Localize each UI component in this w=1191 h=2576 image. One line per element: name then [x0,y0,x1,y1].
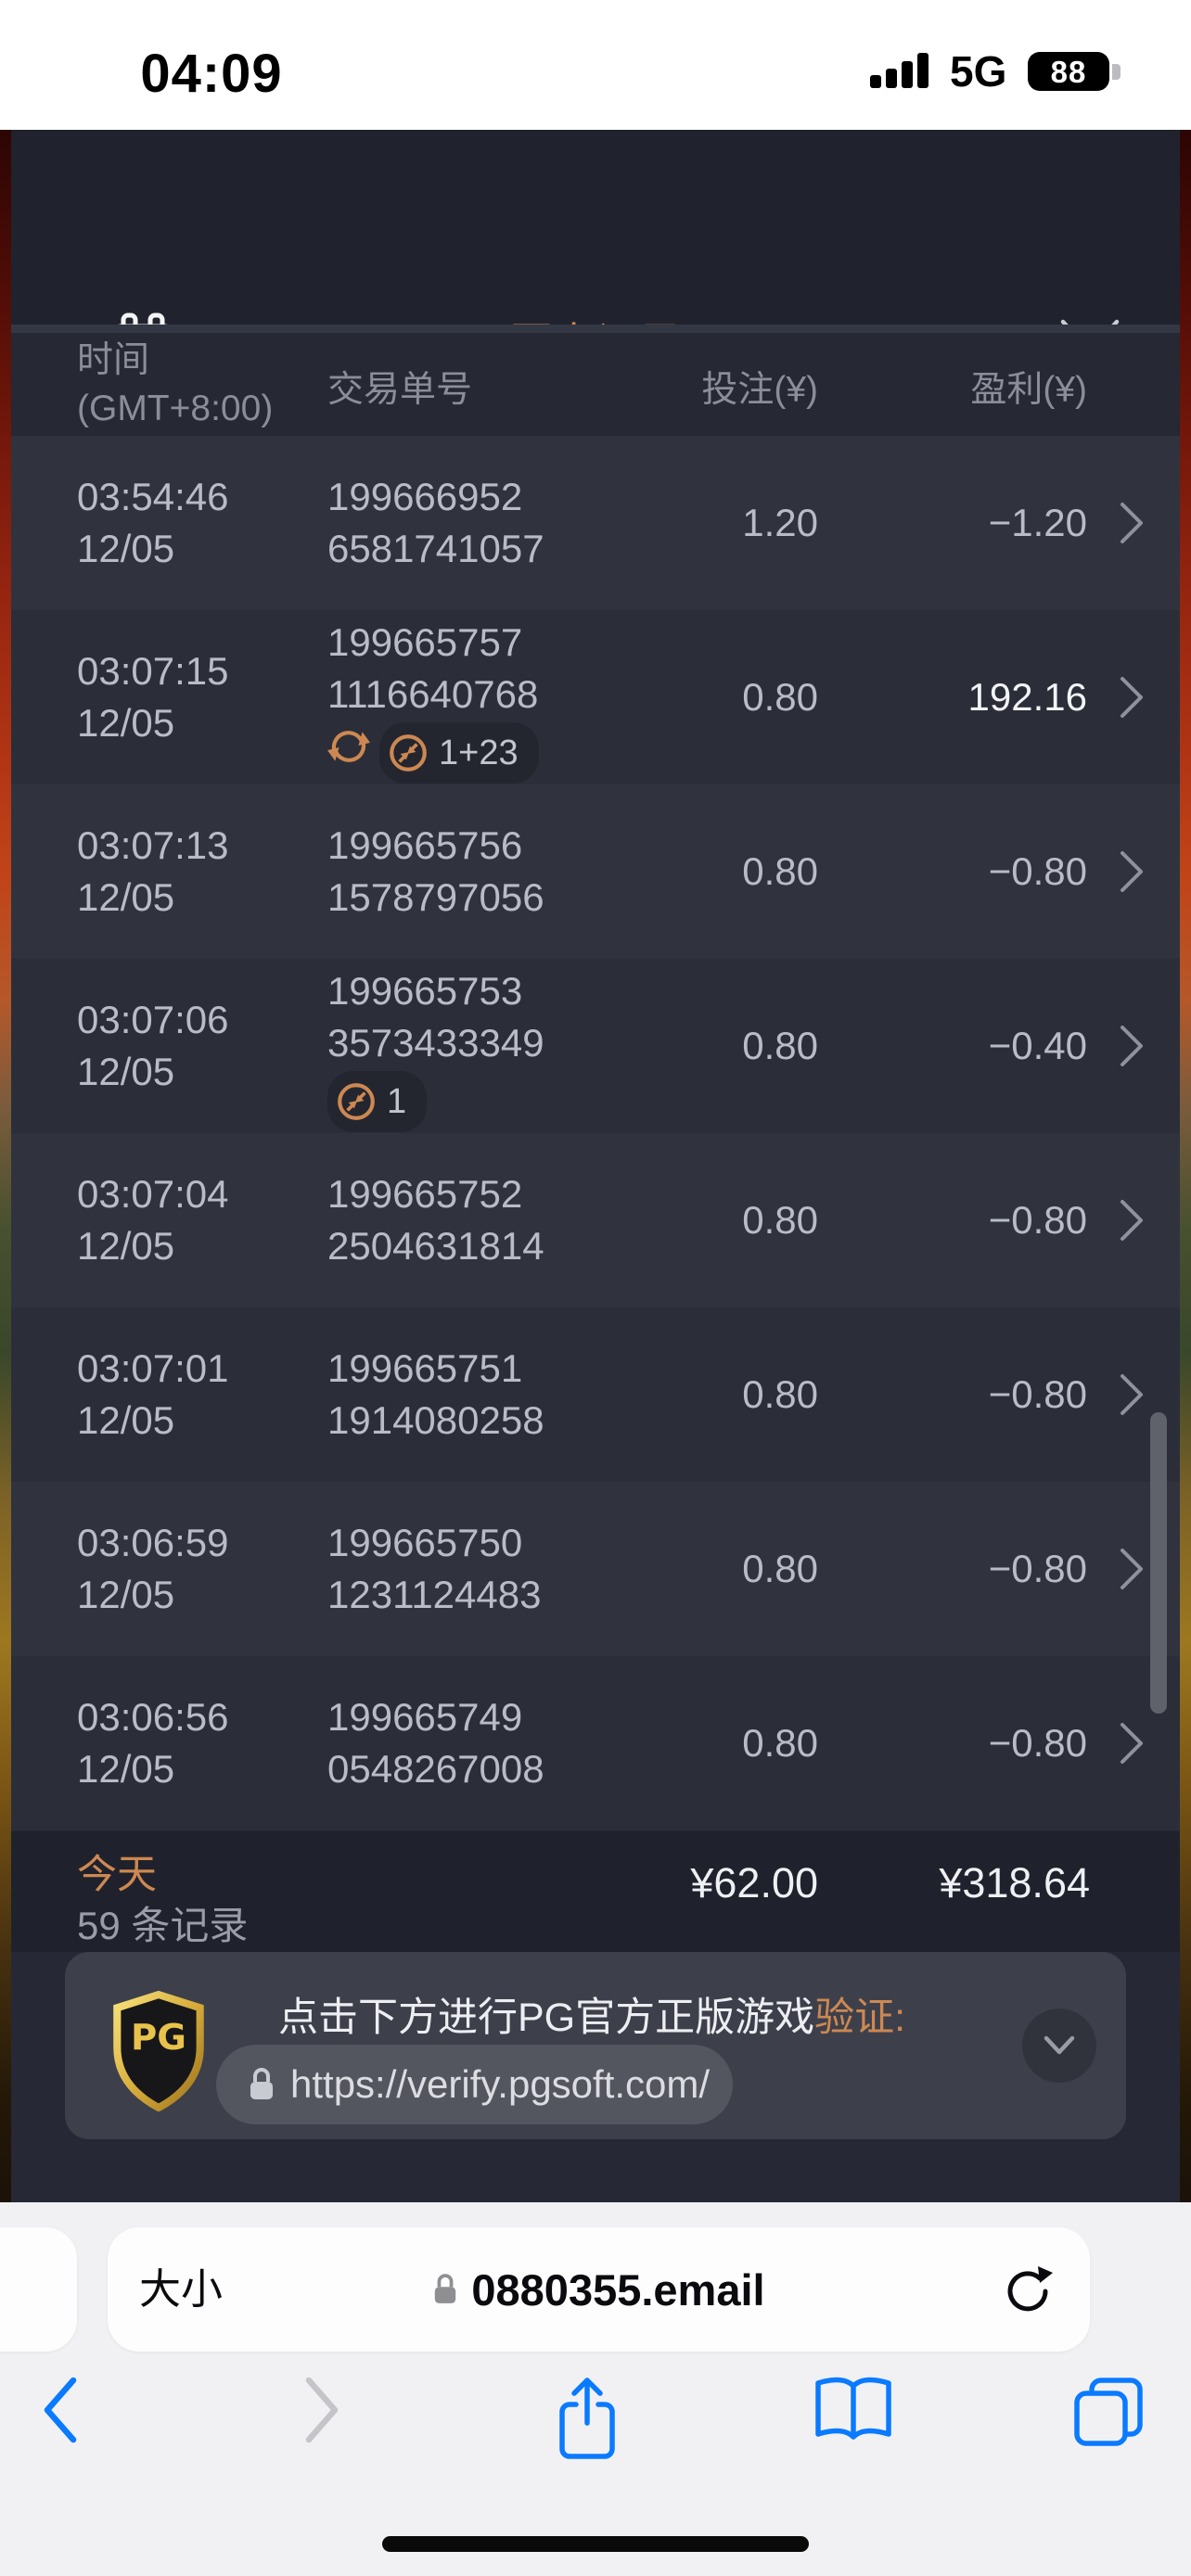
status-bar: 04:09 5G 88 [0,0,1191,130]
summary-row: 今天 59 条记录 ¥62.00 ¥318.64 [11,1831,1180,1952]
collect-icon [338,1083,375,1120]
verify-instruction: 点击下方进行PG官方正版游戏验证: [278,1996,906,2040]
bet-value: 0.80 [742,1198,818,1242]
table-row[interactable]: 03:54:46 12/05 199666952 6581741057 1.20 −… [11,436,1180,610]
bet-value: 0.80 [742,1372,818,1416]
profit-value: −0.80 [988,1198,1087,1242]
forward-button[interactable] [301,2375,385,2468]
battery-nub [1112,64,1121,80]
chevron-right-icon[interactable] [1118,1547,1146,1591]
profit-value: −0.80 [988,1547,1087,1590]
status-time: 04:09 [140,44,283,104]
address-bar[interactable]: 大小 0880355.email [108,2227,1090,2352]
profit-value: −0.80 [988,1372,1087,1416]
signal-strength-icon [870,53,939,88]
home-indicator[interactable] [382,2536,809,2552]
chevron-right-icon[interactable] [1118,849,1146,894]
chevron-right-icon[interactable] [1118,1198,1146,1243]
profit-value: 192.16 [967,675,1087,719]
record-count: 59 条记录 [77,1904,249,1947]
column-profit: 盈利(¥) [970,370,1087,410]
bookmarks-icon[interactable] [811,2375,894,2468]
collect-icon [390,734,427,772]
bet-value: 0.80 [742,675,818,719]
bet-value: 0.80 [742,1024,818,1067]
verify-link[interactable]: 验证: [814,1996,906,2040]
chevron-right-icon[interactable] [1118,1372,1146,1417]
chevron-right-icon[interactable] [1118,675,1146,720]
text-size-button[interactable]: 大小 [139,2265,224,2313]
table-row[interactable]: 03:07:15 12/05 199665757 1116640768 [11,610,1180,784]
url-domain: 0880355.email [471,2264,765,2315]
modal-header: 历史记录 今天 [11,130,1180,416]
table-row[interactable]: 03:06:56 12/05 199665749 0548267008 0.80 −… [11,1656,1180,1830]
bet-value: 0.80 [742,1547,818,1590]
table-row[interactable]: 03:07:04 12/05 199665752 2504631814 0.80 −… [11,1133,1180,1307]
share-icon[interactable] [555,2375,638,2468]
profit-value: −0.80 [988,849,1087,893]
network-type-label: 5G [950,47,1007,96]
chevron-right-icon[interactable] [1118,1721,1146,1766]
feature-count-badge: 1 [327,1071,428,1132]
chevron-down-icon[interactable] [1022,2009,1096,2083]
respin-icon [327,725,370,781]
back-button[interactable] [40,2375,123,2468]
profit-value: −0.40 [988,1024,1087,1067]
pg-verify-banner[interactable]: PG 点击下方进行PG官方正版游戏验证: https://verify.pgso… [65,1952,1126,2139]
scrollbar-thumb[interactable] [1150,1412,1167,1714]
reload-icon[interactable] [999,2261,1057,2318]
pg-logo-shield-icon: PG [109,1990,208,2112]
tabs-icon[interactable] [1069,2375,1153,2468]
table-row[interactable]: 03:07:06 12/05 199665753 3573433349 1 0.80… [11,959,1180,1133]
feature-count-badge: 1+23 [379,722,539,784]
table-row[interactable]: 03:06:59 12/05 199665750 1231124483 0.80 −… [11,1482,1180,1656]
table-row[interactable]: 03:07:01 12/05 199665751 1914080258 0.80 −… [11,1307,1180,1482]
summary-label: 今天 [77,1853,157,1897]
bet-value: 1.20 [742,501,818,544]
column-order: 交易单号 [327,370,473,410]
bet-value: 0.80 [742,1721,818,1765]
column-time: 时间 (GMT+8:00) [77,340,274,428]
battery-icon: 88 [1028,52,1109,91]
header-divider [11,325,1180,333]
table-row[interactable]: 03:07:13 12/05 199665756 1578797056 0.80 −… [11,784,1180,959]
chevron-right-icon[interactable] [1118,1024,1146,1068]
bet-value: 0.80 [742,849,818,893]
column-bet: 投注(¥) [701,370,818,410]
history-modal: 历史记录 今天 时间 (GMT+8:00) 交易单号 投注(¥) 盈利(¥) 0… [11,130,1180,2202]
adjacent-tab-stub[interactable] [0,2227,77,2352]
profit-value: −1.20 [988,501,1087,544]
total-profit: ¥318.64 [939,1859,1090,1906]
total-bet: ¥62.00 [690,1859,818,1906]
lock-icon [250,2068,273,2099]
safari-bottom-bar: 大小 0880355.email [0,2202,1191,2576]
chevron-right-icon[interactable] [1118,501,1146,545]
profit-value: −0.80 [988,1721,1087,1765]
svg-text:PG: PG [131,2017,186,2059]
verify-url-chip[interactable]: https://verify.pgsoft.com/ [216,2045,733,2124]
lock-icon [435,2274,456,2303]
table-header: 时间 (GMT+8:00) 交易单号 投注(¥) 盈利(¥) [11,333,1180,436]
